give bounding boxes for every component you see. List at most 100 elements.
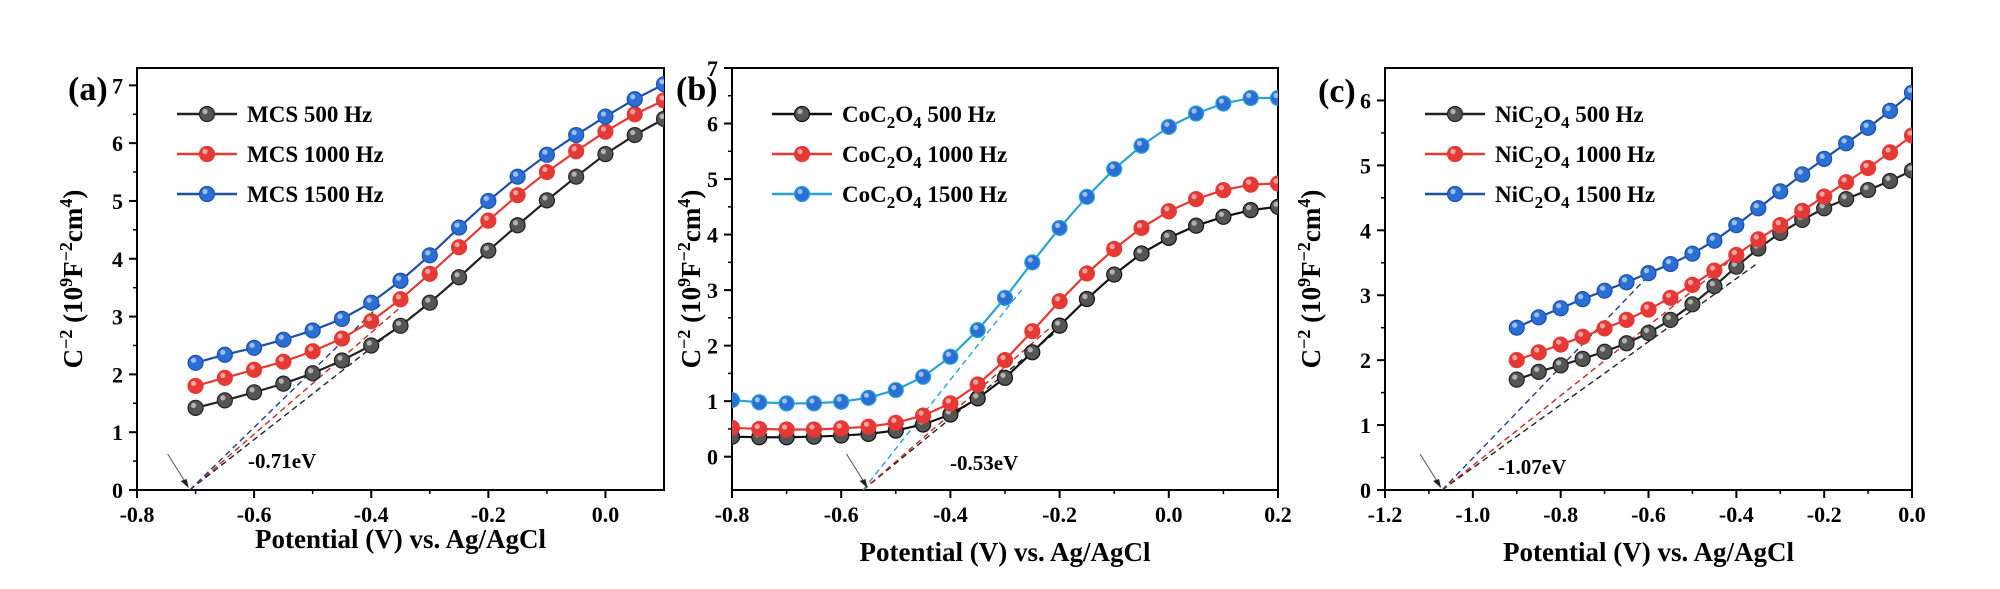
x-tick-label: -0.8: [715, 502, 750, 527]
data-point-highlight: [945, 398, 952, 404]
data-point-highlight: [1556, 360, 1562, 366]
data-point-highlight: [542, 166, 548, 173]
data-point: [392, 317, 409, 334]
data-point: [778, 421, 795, 438]
data-point: [187, 399, 204, 417]
data-point: [1574, 328, 1591, 345]
data-point-highlight: [1055, 320, 1061, 326]
data-point: [1640, 301, 1657, 318]
data-point: [1215, 208, 1232, 225]
data-point-highlight: [337, 313, 343, 319]
data-point: [275, 353, 292, 370]
data-point: [1596, 282, 1613, 299]
y-tick-label: 7: [707, 56, 718, 81]
data-point: [1024, 344, 1041, 361]
data-point-highlight: [1841, 138, 1847, 144]
data-point: [1160, 118, 1177, 135]
data-point: [1051, 219, 1068, 237]
data-point-highlight: [1643, 304, 1650, 310]
data-point: [626, 106, 643, 123]
data-point: [996, 289, 1014, 306]
data-point-highlight: [483, 215, 489, 221]
data-point-highlight: [1534, 312, 1540, 318]
data-point-highlight: [1885, 147, 1891, 153]
data-point: [1881, 102, 1899, 119]
data-point: [1552, 300, 1569, 317]
data-point-highlight: [1907, 165, 1912, 171]
data-point-highlight: [1863, 162, 1869, 169]
data-point: [655, 92, 664, 109]
data-point-highlight: [659, 95, 664, 101]
annotation-label: -1.07eV: [1498, 455, 1566, 479]
data-point-highlight: [1621, 277, 1628, 283]
data-point-highlight: [1819, 153, 1825, 159]
data-point: [333, 310, 351, 327]
data-point: [1662, 311, 1679, 329]
data-point: [568, 143, 585, 160]
data-point: [392, 272, 409, 289]
data-point: [1024, 323, 1041, 340]
data-point: [887, 414, 904, 431]
data-point: [333, 352, 351, 369]
data-point-highlight: [1665, 314, 1672, 321]
data-point-highlight: [918, 371, 924, 377]
annotation-arrow-head: [1433, 479, 1442, 488]
legend-marker-highlight: [202, 108, 208, 115]
data-point-highlight: [809, 398, 815, 404]
data-point-highlight: [1246, 92, 1252, 99]
panel-label: (a): [68, 71, 108, 108]
data-point-highlight: [190, 380, 197, 387]
x-tick-label: -0.6: [237, 502, 272, 527]
data-point-highlight: [542, 195, 548, 201]
data-point: [1662, 255, 1679, 273]
data-point: [860, 418, 877, 435]
data-point-highlight: [1731, 220, 1737, 226]
x-tick-label: -0.2: [471, 502, 506, 527]
data-point: [1838, 191, 1855, 208]
data-point: [1187, 190, 1205, 208]
data-point: [1106, 266, 1123, 283]
data-point-highlight: [1164, 206, 1170, 212]
data-point: [333, 330, 351, 347]
data-point: [1618, 274, 1635, 291]
data-point-highlight: [732, 395, 733, 400]
data-point: [1106, 160, 1123, 178]
annotation-arrow-head: [180, 479, 189, 488]
data-point-highlight: [836, 423, 842, 429]
data-point-highlight: [1218, 211, 1224, 217]
data-point: [626, 126, 643, 144]
data-point-highlight: [863, 421, 870, 427]
data-point-highlight: [542, 149, 548, 155]
data-point-highlight: [1578, 331, 1584, 337]
data-point: [1269, 89, 1278, 107]
data-point-highlight: [366, 340, 372, 346]
data-point: [1596, 320, 1613, 337]
data-point: [1662, 289, 1679, 306]
data-point: [1794, 166, 1811, 183]
x-tick-label: -0.8: [1543, 502, 1578, 527]
data-point: [860, 389, 877, 406]
y-tick-label: 4: [1360, 218, 1371, 243]
data-point: [1552, 357, 1569, 374]
y-tick-label: 0: [112, 478, 123, 503]
data-point: [1024, 254, 1041, 271]
data-point: [304, 343, 321, 360]
data-point-highlight: [1621, 314, 1628, 321]
chart-panel-1: -0.8 -0.6 -0.4 -0.2 0.0 0 1 2 3 4 5 6 7 Potential (V)…: [56, 67, 665, 554]
data-point: [751, 394, 768, 411]
data-point-highlight: [973, 379, 979, 385]
y-tick-label: 0: [707, 445, 718, 470]
data-point: [450, 219, 468, 236]
data-point-highlight: [600, 111, 607, 117]
y-tick-label: 6: [1360, 88, 1371, 113]
y-tick-label: 0: [1360, 478, 1371, 503]
data-point: [568, 168, 585, 185]
data-point-highlight: [754, 423, 760, 430]
data-point-highlight: [1055, 296, 1061, 302]
data-point: [1530, 363, 1547, 380]
legend-marker: [198, 105, 216, 123]
data-point: [1187, 105, 1205, 122]
legend-marker: [198, 185, 216, 203]
plot-frame: [136, 67, 665, 491]
